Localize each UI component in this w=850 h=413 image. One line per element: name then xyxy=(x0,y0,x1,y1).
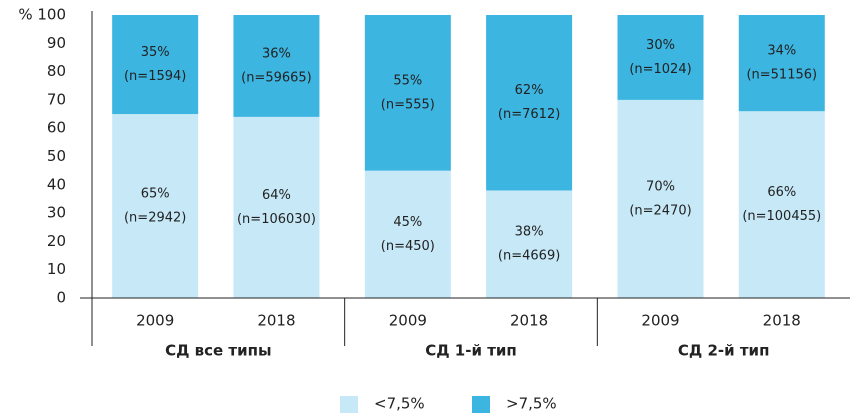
y-tick-label: 10 xyxy=(47,260,66,278)
value-label: 55% xyxy=(393,73,422,88)
y-tick-label: 90 xyxy=(47,34,66,52)
y-tick-label: 40 xyxy=(47,175,66,193)
y-tick-label: 80 xyxy=(47,62,66,80)
n-label: (n=7612) xyxy=(498,107,560,122)
x-tick-label: 2009 xyxy=(136,312,174,330)
y-tick-label: 50 xyxy=(47,147,66,165)
value-label: 36% xyxy=(262,46,291,61)
value-label: 62% xyxy=(515,83,544,98)
n-label: (n=59665) xyxy=(241,70,312,85)
bar-segment xyxy=(112,114,199,298)
value-label: 65% xyxy=(141,187,170,202)
n-label: (n=555) xyxy=(381,97,435,112)
y-tick-label: 60 xyxy=(47,119,66,137)
n-label: (n=106030) xyxy=(237,212,316,227)
n-label: (n=1024) xyxy=(629,62,691,77)
value-label: 45% xyxy=(393,215,422,230)
n-label: (n=1594) xyxy=(124,69,186,84)
n-label: (n=450) xyxy=(381,239,435,254)
bar-segment xyxy=(364,15,451,171)
value-label: 35% xyxy=(141,45,170,60)
n-label: (n=100455) xyxy=(742,209,821,224)
group-label: СД все типы xyxy=(165,342,272,360)
bar-segment xyxy=(233,116,320,298)
value-label: 70% xyxy=(646,179,675,194)
n-label: (n=2942) xyxy=(124,211,186,226)
x-tick-label: 2009 xyxy=(389,312,427,330)
y-tick-label: 70 xyxy=(47,90,66,108)
n-label: (n=51156) xyxy=(746,68,817,83)
bar-segment xyxy=(617,99,704,299)
bar-segment xyxy=(112,15,199,115)
bar-segment xyxy=(364,170,451,298)
group-label: СД 2-й тип xyxy=(678,342,770,360)
value-label: 64% xyxy=(262,188,291,203)
legend-swatch xyxy=(340,396,358,413)
y-tick-label: % 100 xyxy=(18,6,66,24)
value-label: 38% xyxy=(515,225,544,240)
group-label: СД 1-й тип xyxy=(425,342,517,360)
x-tick-label: 2018 xyxy=(510,312,548,330)
legend-label: >7,5% xyxy=(506,395,557,413)
x-tick-label: 2018 xyxy=(763,312,801,330)
bar-segment xyxy=(738,111,825,298)
y-tick-label: 30 xyxy=(47,204,66,222)
value-label: 66% xyxy=(767,185,796,200)
bar-segment xyxy=(486,15,573,191)
bar-segment xyxy=(486,190,573,298)
legend-label: <7,5% xyxy=(374,395,425,413)
x-tick-label: 2009 xyxy=(641,312,679,330)
x-tick-label: 2018 xyxy=(257,312,295,330)
y-tick-label: 20 xyxy=(47,232,66,250)
bar-segment xyxy=(617,15,704,100)
n-label: (n=4669) xyxy=(498,249,560,264)
y-tick-label: 0 xyxy=(56,289,66,307)
bar-segment xyxy=(738,15,825,112)
n-label: (n=2470) xyxy=(629,203,691,218)
value-label: 34% xyxy=(767,44,796,59)
legend-swatch xyxy=(472,396,490,413)
bar-segment xyxy=(233,15,320,117)
value-label: 30% xyxy=(646,38,675,53)
